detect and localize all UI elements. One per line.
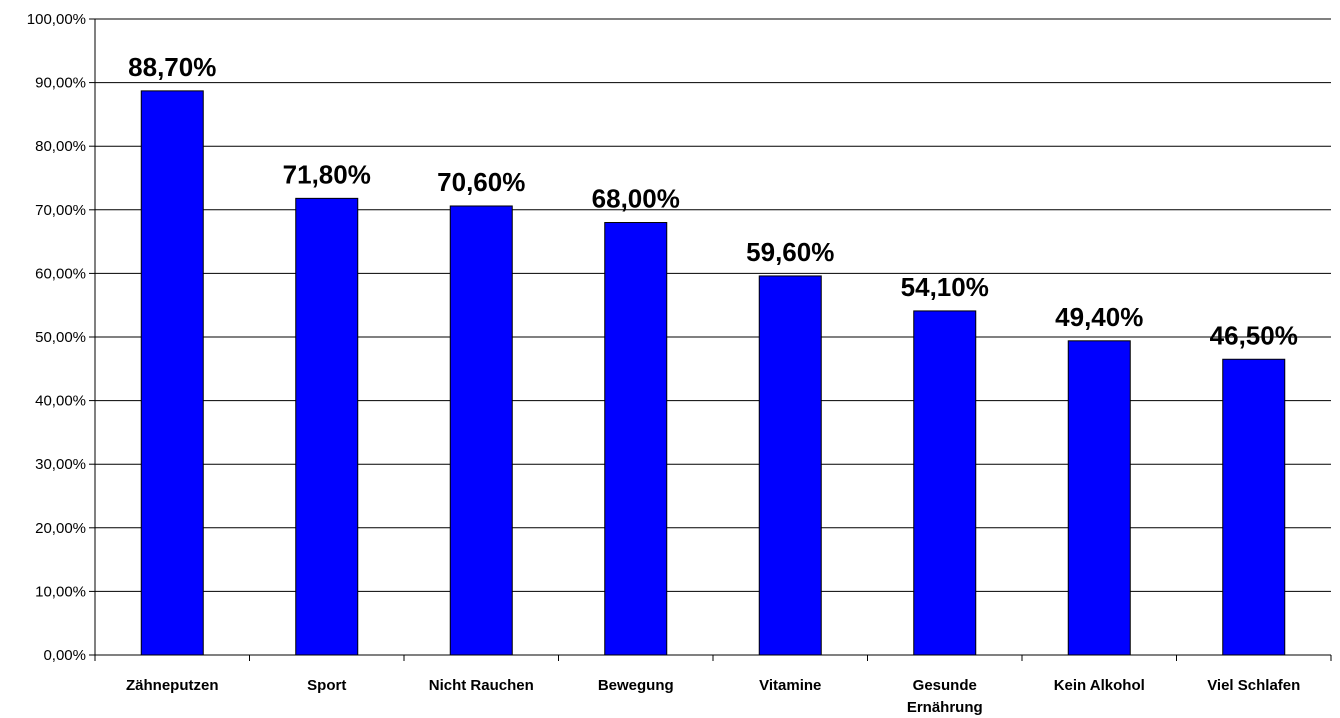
x-tick-label: Kein Alkohol <box>1054 677 1145 694</box>
y-tick-label: 20,00% <box>35 520 86 537</box>
y-tick-label: 90,00% <box>35 75 86 92</box>
data-label: 68,00% <box>592 184 680 214</box>
data-label: 54,10% <box>901 272 989 302</box>
x-tick-label: Sport <box>307 677 346 694</box>
bar <box>1222 358 1286 656</box>
y-tick-label: 70,00% <box>35 202 86 219</box>
x-tick-label: Bewegung <box>598 677 674 694</box>
bar <box>1067 340 1131 656</box>
bar <box>758 275 822 656</box>
data-label: 59,60% <box>746 237 834 267</box>
y-tick-label: 40,00% <box>35 393 86 410</box>
x-tick-label: Nicht Rauchen <box>429 677 534 694</box>
data-label: 70,60% <box>437 167 525 197</box>
data-label: 88,70% <box>128 52 216 82</box>
data-label: 49,40% <box>1055 302 1143 332</box>
x-tick-label: Viel Schlafen <box>1207 677 1300 694</box>
bar <box>449 205 513 656</box>
x-tick-label: Gesunde Ernährung <box>907 677 983 716</box>
x-tick-label: Zähneputzen <box>126 677 219 694</box>
bar <box>295 197 359 656</box>
bar <box>604 222 668 656</box>
y-tick-label: 50,00% <box>35 329 86 346</box>
y-tick-label: 0,00% <box>43 647 86 664</box>
y-tick-label: 30,00% <box>35 456 86 473</box>
data-labels: 88,70% 71,80% 70,60% 68,00% 59,60% 54,10% 49,4… <box>128 52 1298 350</box>
x-tick-label: Vitamine <box>759 677 821 694</box>
y-tick-label: 100,00% <box>27 11 86 28</box>
bar <box>140 90 204 656</box>
gridlines <box>95 18 1331 592</box>
y-tick-label: 60,00% <box>35 265 86 282</box>
bar <box>913 310 977 656</box>
x-axis: Zähneputzen Sport Nicht Rauchen Bewegung Vit… <box>94 654 1332 716</box>
y-tick-label: 10,00% <box>35 583 86 600</box>
data-label: 46,50% <box>1210 320 1298 350</box>
data-label: 71,80% <box>283 159 371 189</box>
y-axis: 0,00% 10,00% 20,00% 30,00% 40,00% 50,00% 60,00… <box>27 11 96 664</box>
y-tick-label: 80,00% <box>35 138 86 155</box>
